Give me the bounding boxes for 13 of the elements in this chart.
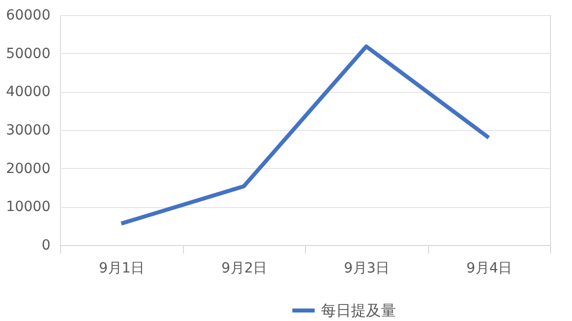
x-tick-label: 9月3日 [344, 260, 390, 276]
y-tick-label: 60000 [6, 8, 50, 24]
y-tick-label: 40000 [6, 84, 50, 100]
y-tick-label: 10000 [6, 199, 50, 216]
y-tick-label: 30000 [6, 122, 50, 138]
x-tick-label: 9月2日 [221, 260, 268, 276]
legend-label: 每日提及量 [321, 302, 396, 320]
y-tick-label: 20000 [6, 160, 50, 177]
x-tick-label: 9月4日 [466, 260, 512, 276]
line-series [119, 44, 491, 226]
y-tick-label: 50000 [6, 46, 50, 62]
x-tick-label: 9月1日 [98, 260, 145, 276]
y-tick-label: 0 [42, 238, 50, 254]
